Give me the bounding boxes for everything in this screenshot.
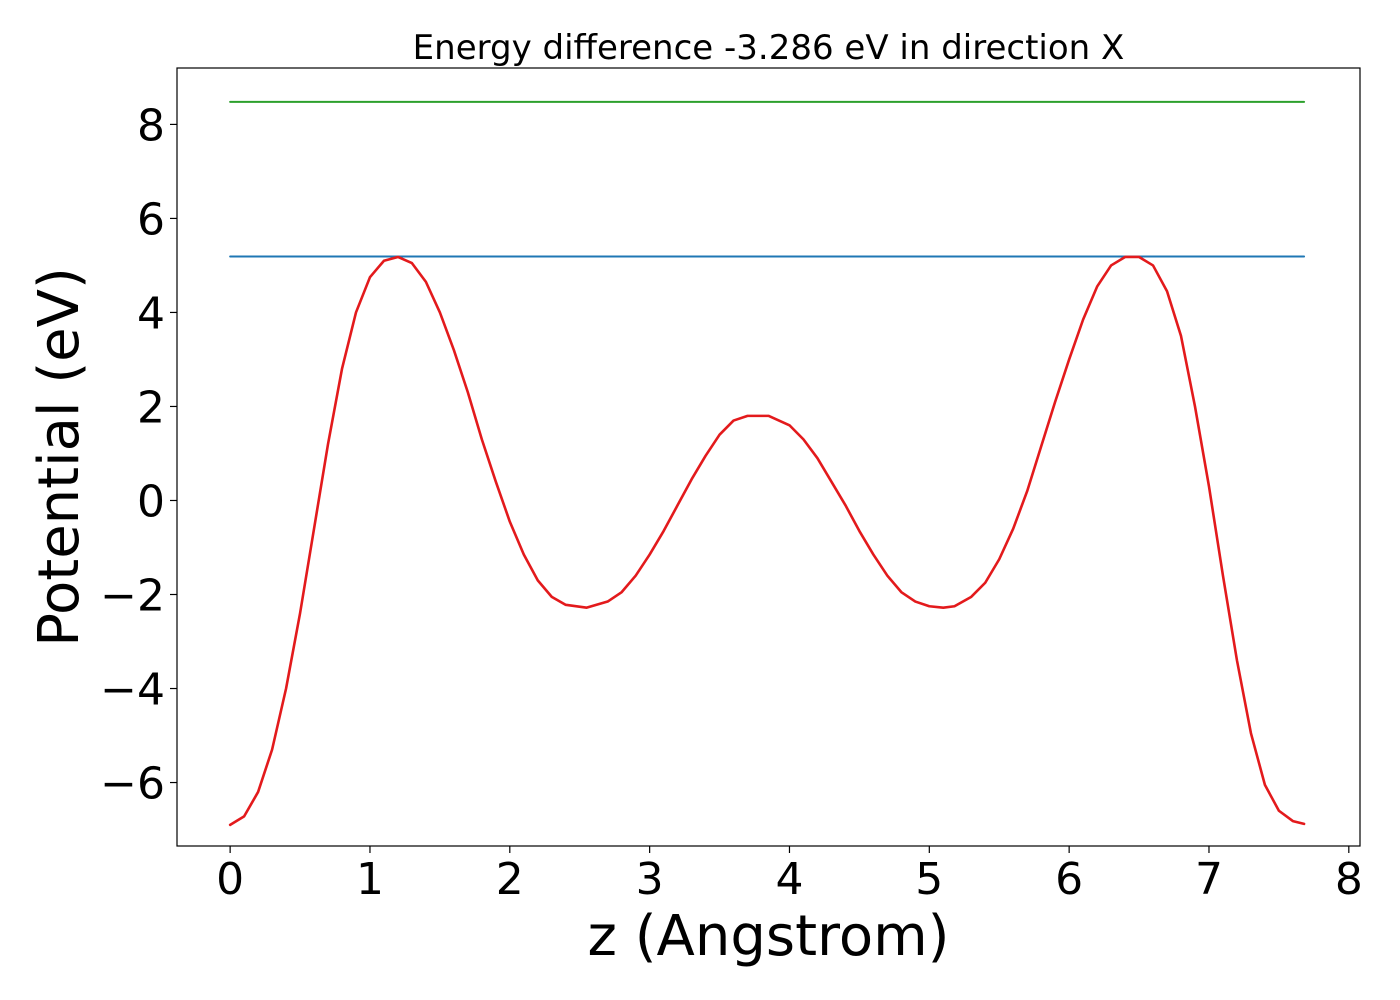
y-tick-label: 0 xyxy=(137,476,165,527)
y-axis-label: Potential (eV) xyxy=(27,267,92,647)
y-tick-label: −4 xyxy=(100,665,165,716)
x-tick-label: 1 xyxy=(356,854,384,905)
x-tick-label: 0 xyxy=(216,854,244,905)
x-tick-label: 5 xyxy=(915,854,943,905)
potential-curve xyxy=(228,255,1306,827)
x-tick-label: 3 xyxy=(636,854,664,905)
y-tick-label: −6 xyxy=(100,759,165,810)
chart-title: Energy difference -3.286 eV in direction… xyxy=(413,28,1125,68)
plot-frame xyxy=(176,67,1361,847)
y-tick-label: 2 xyxy=(137,382,165,433)
plot-marks xyxy=(228,100,1306,827)
axis-ticks: 0 1 2 3 4 5 6 7 8 −6 −4 −2 0 2 4 6 8 xyxy=(100,100,1363,905)
x-tick-label: 4 xyxy=(775,854,803,905)
y-tick-label: −2 xyxy=(100,571,165,622)
x-tick-label: 7 xyxy=(1195,854,1223,905)
x-tick-label: 6 xyxy=(1055,854,1083,905)
y-tick-label: 4 xyxy=(137,288,165,339)
x-tick-label: 2 xyxy=(496,854,524,905)
y-tick-label: 8 xyxy=(137,100,165,151)
y-tick-label: 6 xyxy=(137,194,165,245)
x-tick-label: 8 xyxy=(1335,854,1363,905)
x-axis-label: z (Angstrom) xyxy=(588,904,950,969)
